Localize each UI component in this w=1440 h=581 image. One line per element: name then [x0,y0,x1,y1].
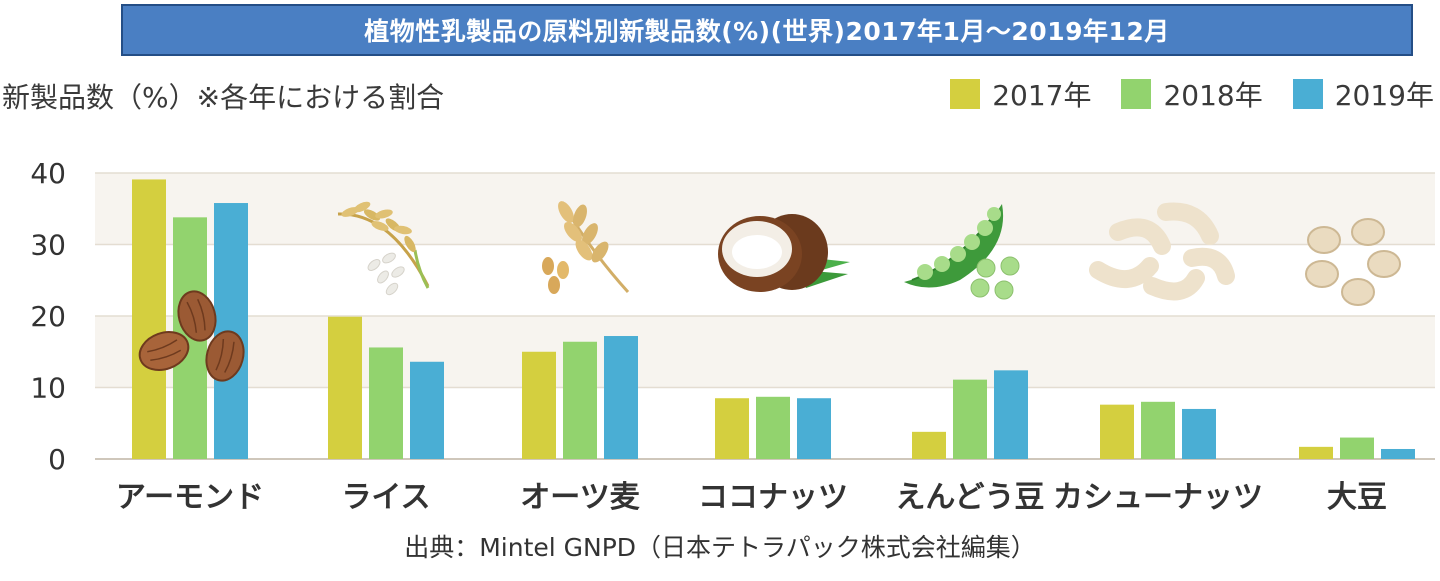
x-category-label: カシューナッツ [1053,480,1263,515]
y-axis-caption: 新製品数（%）※各年における割合 [2,81,445,114]
bar-2019 [1381,448,1415,459]
bar-2019 [604,336,638,459]
chart-title-bar: 植物性乳製品の原料別新製品数(%)(世界)2017年1月～2019年12月 [121,4,1413,56]
bar-2019 [410,361,444,459]
bar-2019 [994,370,1028,459]
x-category-label: アーモンド [116,480,264,515]
legend-swatch-2017 [950,79,981,109]
y-tick-label: 30 [30,229,66,262]
legend: 2017年 2018年 2019年 [920,74,1434,114]
y-tick-label: 10 [30,372,66,405]
bar-2018 [563,341,597,459]
oat-icon [542,201,630,294]
plot-band [95,316,1435,388]
bar-2019 [797,398,831,459]
y-tick-label: 0 [48,443,66,476]
source-note: 出典：Mintel GNPD（日本テトラパック株式会社編集） [404,533,1036,562]
bar-2018 [953,379,987,459]
category-illustrations [138,201,1401,382]
pea-icon [904,204,1020,300]
legend-label-2018: 2018年 [1163,79,1263,112]
bar-2017 [715,398,749,459]
chart-title: 植物性乳製品の原料別新製品数(%)(世界)2017年1月～2019年12月 [364,17,1170,46]
y-tick-labels: 0 10 20 30 40 [30,157,66,476]
x-category-label: ライス [341,480,430,515]
bar-2019 [1182,408,1216,459]
soybean-icon [1305,218,1401,306]
plot-background [95,173,1435,388]
bar-2017 [912,431,946,459]
legend-label-2019: 2019年 [1334,79,1434,112]
y-tick-label: 20 [30,300,66,333]
bar-2018 [1141,401,1175,459]
legend-item-2017: 2017年 [950,74,1091,114]
x-category-label: ココナッツ [698,480,848,515]
almond-icon [138,290,245,382]
bar-2018 [756,396,790,459]
x-category-label: 大豆 [1327,480,1387,515]
rice-icon [337,201,430,296]
cashew-icon [1089,202,1235,301]
bar-2017 [1100,404,1134,459]
legend-swatch-2018 [1121,79,1152,109]
bar-2018 [369,347,403,459]
coconut-icon [718,214,850,292]
x-category-label: えんどう豆 [895,480,1044,515]
bar-2017 [1299,446,1333,459]
y-tick-label: 40 [30,157,66,190]
legend-item-2018: 2018年 [1121,74,1263,114]
x-category-label: オーツ麦 [520,480,640,515]
bar-2017 [132,179,166,459]
bar-2017 [328,316,362,459]
legend-swatch-2019 [1292,79,1323,109]
legend-item-2019: 2019年 [1292,74,1434,114]
x-category-labels: アーモンド ライス オーツ麦 ココナッツ えんどう豆 カシューナッツ 大豆 [116,480,1387,515]
bar-2017 [522,351,556,459]
bar-2018 [1340,437,1374,459]
legend-label-2017: 2017年 [992,79,1092,112]
